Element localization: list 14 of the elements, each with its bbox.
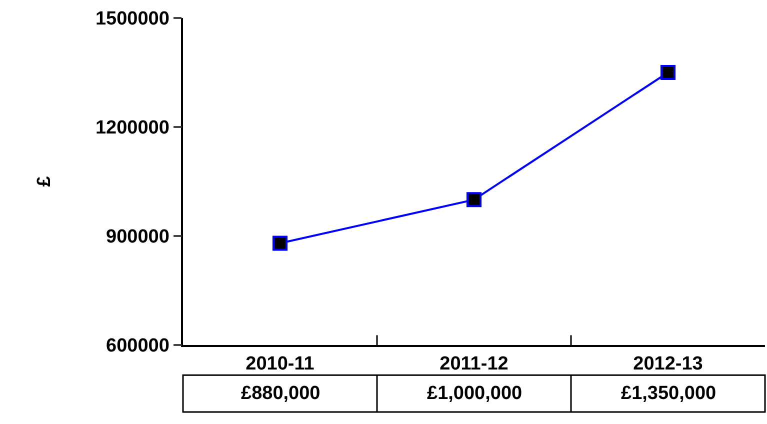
point bbox=[660, 65, 676, 80]
y-axis-title: £ bbox=[34, 176, 55, 187]
x-tick-label: 2012-13 bbox=[633, 354, 703, 375]
y-tick-label: 900000 bbox=[106, 226, 170, 248]
data-label: £1,000,000 bbox=[427, 383, 522, 404]
data-label: £1,350,000 bbox=[621, 383, 716, 404]
point bbox=[272, 236, 288, 251]
x-tick-label: 2011-12 bbox=[440, 354, 508, 375]
x-tick-label: 2010-11 bbox=[246, 354, 315, 375]
y-tick-label: 1200000 bbox=[95, 118, 170, 139]
data-label: £880,000 bbox=[241, 383, 320, 404]
y-tick-label: 1500000 bbox=[95, 8, 170, 30]
point bbox=[466, 192, 482, 208]
y-tick-label: 600000 bbox=[106, 336, 170, 357]
